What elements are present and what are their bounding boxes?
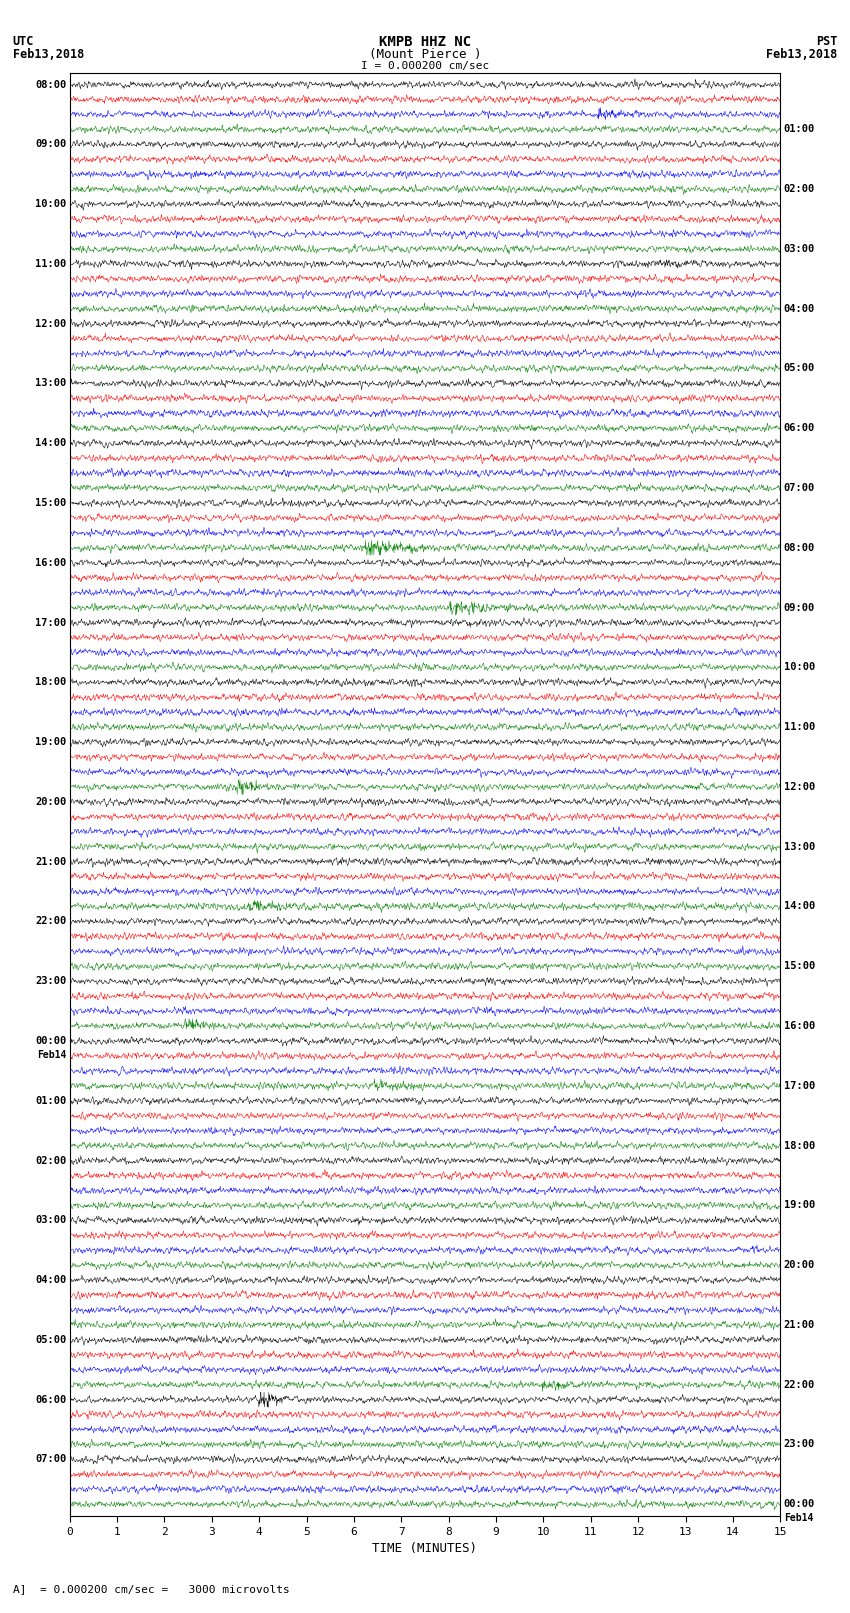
Text: 08:00: 08:00 <box>784 544 815 553</box>
Text: PST: PST <box>816 35 837 48</box>
Text: 14:00: 14:00 <box>784 902 815 911</box>
Text: UTC: UTC <box>13 35 34 48</box>
Text: 18:00: 18:00 <box>784 1140 815 1150</box>
Text: 02:00: 02:00 <box>35 1155 66 1166</box>
Text: 16:00: 16:00 <box>784 1021 815 1031</box>
Text: 22:00: 22:00 <box>35 916 66 926</box>
Text: 15:00: 15:00 <box>35 498 66 508</box>
Text: 19:00: 19:00 <box>784 1200 815 1210</box>
X-axis label: TIME (MINUTES): TIME (MINUTES) <box>372 1542 478 1555</box>
Text: 23:00: 23:00 <box>35 976 66 986</box>
Text: 16:00: 16:00 <box>35 558 66 568</box>
Text: 06:00: 06:00 <box>784 423 815 434</box>
Text: 06:00: 06:00 <box>35 1395 66 1405</box>
Text: 14:00: 14:00 <box>35 439 66 448</box>
Text: 15:00: 15:00 <box>784 961 815 971</box>
Text: 00:00: 00:00 <box>784 1498 815 1510</box>
Text: 05:00: 05:00 <box>784 363 815 374</box>
Text: 19:00: 19:00 <box>35 737 66 747</box>
Text: 21:00: 21:00 <box>35 857 66 866</box>
Text: 04:00: 04:00 <box>784 303 815 313</box>
Text: 07:00: 07:00 <box>784 482 815 494</box>
Text: 03:00: 03:00 <box>784 244 815 253</box>
Text: (Mount Pierce ): (Mount Pierce ) <box>369 48 481 61</box>
Text: 13:00: 13:00 <box>784 842 815 852</box>
Text: 13:00: 13:00 <box>35 379 66 389</box>
Text: 10:00: 10:00 <box>35 198 66 210</box>
Text: 01:00: 01:00 <box>35 1095 66 1107</box>
Text: 00:00: 00:00 <box>35 1036 66 1045</box>
Text: 01:00: 01:00 <box>784 124 815 134</box>
Text: 18:00: 18:00 <box>35 677 66 687</box>
Text: 12:00: 12:00 <box>35 319 66 329</box>
Text: 08:00: 08:00 <box>35 79 66 90</box>
Text: 17:00: 17:00 <box>784 1081 815 1090</box>
Text: 20:00: 20:00 <box>35 797 66 806</box>
Text: 20:00: 20:00 <box>784 1260 815 1269</box>
Text: 12:00: 12:00 <box>784 782 815 792</box>
Text: 17:00: 17:00 <box>35 618 66 627</box>
Text: A]  = 0.000200 cm/sec =   3000 microvolts: A] = 0.000200 cm/sec = 3000 microvolts <box>13 1584 290 1594</box>
Text: 09:00: 09:00 <box>784 603 815 613</box>
Text: 23:00: 23:00 <box>784 1439 815 1450</box>
Text: 04:00: 04:00 <box>35 1276 66 1286</box>
Text: Feb13,2018: Feb13,2018 <box>766 48 837 61</box>
Text: Feb14: Feb14 <box>37 1050 66 1060</box>
Text: I = 0.000200 cm/sec: I = 0.000200 cm/sec <box>361 61 489 71</box>
Text: 22:00: 22:00 <box>784 1379 815 1390</box>
Text: Feb14: Feb14 <box>784 1513 813 1523</box>
Text: 11:00: 11:00 <box>784 723 815 732</box>
Text: 11:00: 11:00 <box>35 258 66 269</box>
Text: Feb13,2018: Feb13,2018 <box>13 48 84 61</box>
Text: 02:00: 02:00 <box>784 184 815 194</box>
Text: KMPB HHZ NC: KMPB HHZ NC <box>379 35 471 50</box>
Text: 21:00: 21:00 <box>784 1319 815 1331</box>
Text: 07:00: 07:00 <box>35 1455 66 1465</box>
Text: 09:00: 09:00 <box>35 139 66 150</box>
Text: 10:00: 10:00 <box>784 663 815 673</box>
Text: 03:00: 03:00 <box>35 1215 66 1226</box>
Text: 05:00: 05:00 <box>35 1336 66 1345</box>
